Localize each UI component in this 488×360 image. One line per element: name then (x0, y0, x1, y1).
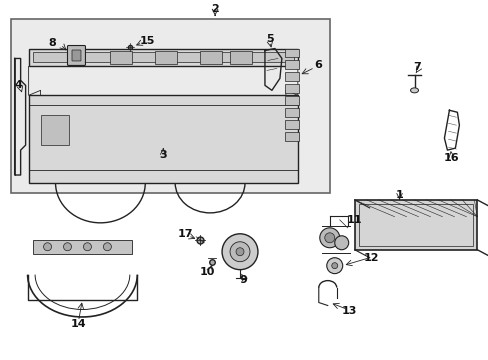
Bar (285, 72, 298, 81)
Circle shape (326, 258, 342, 274)
Text: 12: 12 (363, 253, 379, 263)
Text: 16: 16 (443, 153, 458, 163)
Bar (229, 50, 251, 64)
Text: 1: 1 (395, 190, 403, 200)
Text: 2: 2 (211, 4, 219, 14)
Bar (354, 200, 476, 250)
Circle shape (331, 263, 337, 269)
Circle shape (229, 242, 249, 262)
Bar (41, 115, 68, 145)
FancyBboxPatch shape (72, 50, 81, 61)
Text: 15: 15 (139, 36, 155, 46)
Circle shape (319, 228, 339, 248)
Bar (285, 108, 298, 117)
Text: 3: 3 (159, 150, 167, 160)
Circle shape (83, 243, 91, 251)
Circle shape (236, 248, 244, 256)
Text: 14: 14 (70, 319, 86, 329)
Ellipse shape (410, 88, 418, 93)
Text: 11: 11 (346, 215, 362, 225)
Circle shape (43, 243, 51, 251)
Bar (33, 53, 293, 62)
Circle shape (222, 234, 258, 270)
Bar (155, 50, 177, 64)
FancyBboxPatch shape (67, 45, 85, 66)
Circle shape (334, 236, 348, 250)
Bar (29, 95, 297, 183)
Bar (11, 19, 329, 193)
Bar (285, 132, 298, 141)
Circle shape (103, 243, 111, 251)
Bar (285, 120, 298, 129)
Text: 8: 8 (49, 37, 56, 48)
Bar (33, 240, 132, 254)
Text: 17: 17 (177, 229, 193, 239)
Bar (200, 50, 222, 64)
Text: 4: 4 (15, 80, 22, 90)
Bar (285, 84, 298, 93)
Text: 13: 13 (341, 306, 357, 316)
Bar (358, 204, 472, 246)
Bar (29, 49, 297, 67)
Bar (285, 60, 298, 69)
Circle shape (324, 233, 334, 243)
Bar (285, 96, 298, 105)
Bar (285, 49, 298, 58)
Text: 7: 7 (413, 62, 421, 72)
Text: 6: 6 (313, 60, 321, 71)
Text: 5: 5 (265, 33, 273, 44)
Bar (110, 50, 132, 64)
Text: 9: 9 (239, 275, 246, 285)
Circle shape (63, 243, 71, 251)
Text: 10: 10 (199, 267, 214, 276)
